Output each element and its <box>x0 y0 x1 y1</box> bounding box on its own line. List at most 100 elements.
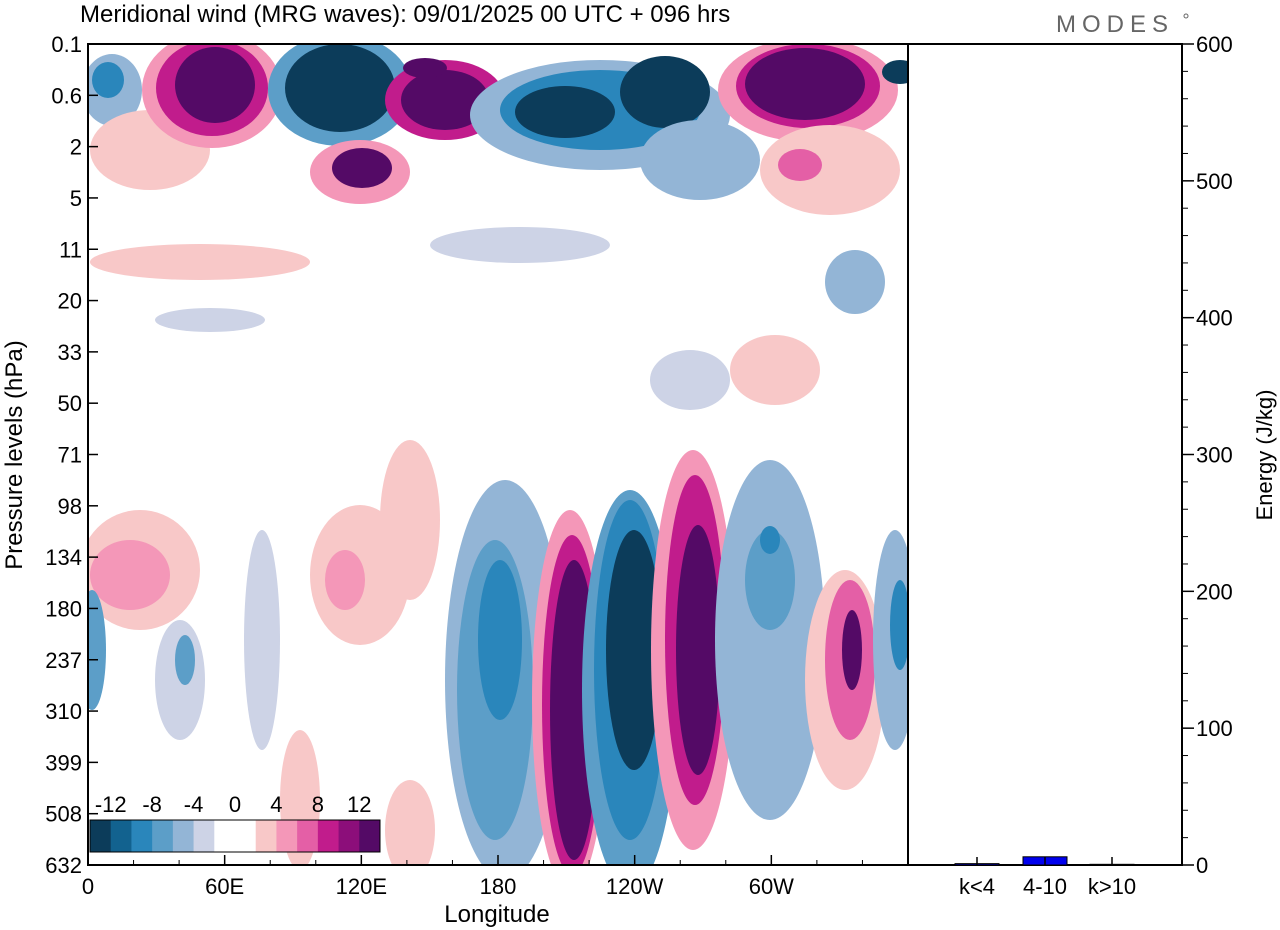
y-tick-label: 11 <box>59 237 82 262</box>
energy-tick-label: 100 <box>1196 716 1233 741</box>
y-tick-label: 0.6 <box>51 83 82 108</box>
contour-blue-band-5-core <box>745 530 795 630</box>
y-tick-label: 5 <box>70 186 82 211</box>
x-axis-label: Longitude <box>444 901 549 928</box>
contour-pink-lower-130e <box>380 440 440 600</box>
colorbar-label: 8 <box>312 792 324 817</box>
contour-blue-upper-4-core <box>515 86 615 138</box>
colorbar-swatch <box>297 820 319 852</box>
y-tick-label: 71 <box>58 443 82 468</box>
x-tick-label: 180 <box>480 874 517 899</box>
y-tick-label: 310 <box>45 699 82 724</box>
colorbar-label: 0 <box>229 792 241 817</box>
contour-magenta-upper-1-core <box>175 47 255 123</box>
colorbar-label: -12 <box>95 792 127 817</box>
contour-upper-left-blue-core <box>92 62 124 98</box>
colorbar-swatch <box>255 820 277 852</box>
contour-blue-20hpa-right <box>825 250 885 314</box>
colorbar-swatch <box>235 820 257 852</box>
colorbar-swatch <box>193 820 215 852</box>
y-tick-label: 399 <box>45 750 82 775</box>
lower-levels-contours <box>88 440 908 865</box>
y-tick-label: 50 <box>58 391 82 416</box>
y-tick-label: 20 <box>58 289 82 314</box>
y-tick-label: 508 <box>45 802 82 827</box>
colorbar-swatch <box>359 820 381 852</box>
x-tick-label: 60W <box>749 874 794 899</box>
colorbar-swatch <box>152 820 174 852</box>
energy-tick-label: 200 <box>1196 579 1233 604</box>
y-tick-label: 2 <box>70 135 82 160</box>
y-tick-label: 134 <box>45 545 82 570</box>
y-axis-label: Pressure levels (hPa) <box>1 340 28 569</box>
contour-magenta-upper-small <box>403 58 447 78</box>
contour-pink-11hpa-left <box>90 244 310 280</box>
contour-lavender-lower-70e <box>244 530 280 750</box>
contour-magenta-upper-right-small <box>778 149 822 181</box>
contour-magenta-band-4-core <box>676 525 720 775</box>
y-tick-label: 237 <box>45 648 82 673</box>
contour-blue-upper-4b-core <box>620 56 710 128</box>
colorbar-swatch <box>338 820 360 852</box>
colorbar-swatch <box>214 820 236 852</box>
colorbar-label: 12 <box>347 792 371 817</box>
energy-axis: 0 100 200 300 400 500 600 <box>1182 32 1233 878</box>
upper-levels-contours <box>88 44 908 410</box>
energy-tick-label: 600 <box>1196 32 1233 57</box>
colorbar-swatch <box>90 820 112 852</box>
x-tick-label: 0 <box>82 874 94 899</box>
contour-blue-band-7-core <box>890 580 908 670</box>
bar-chart-frame <box>907 43 1183 866</box>
chart-title: Meridional wind (MRG waves): 09/01/2025 … <box>80 1 730 28</box>
contour-magenta-band-6-core <box>842 610 862 690</box>
colorbar-swatch <box>131 820 153 852</box>
contour-magenta-upper-5-core <box>745 48 865 120</box>
x-tick-label: 120E <box>336 874 387 899</box>
x-tick-label: 60E <box>205 874 244 899</box>
y-tick-label: 98 <box>58 494 82 519</box>
colorbar-swatch <box>172 820 195 852</box>
colorbar-swatch <box>110 820 132 852</box>
colorbar-label: -8 <box>142 792 162 817</box>
contour-lavender-11hpa <box>430 227 610 263</box>
energy-tick-label: 400 <box>1196 306 1233 331</box>
bar-category-label: k>10 <box>1088 874 1136 899</box>
energy-bars: k<4 4-10 k>10 <box>954 856 1136 899</box>
contour-blue-band-1-core <box>478 560 522 720</box>
colorbar-frame <box>89 819 381 853</box>
colorbar-swatch <box>317 820 340 852</box>
energy-tick-label: 500 <box>1196 169 1233 194</box>
contour-blue-band-5-outer <box>715 460 825 820</box>
energy-tick-label: 300 <box>1196 443 1233 468</box>
contour-blue-band-3-core <box>606 530 662 770</box>
energy-axis-label: Energy (J/kg) <box>1252 390 1277 521</box>
contour-pink-33hpa-right <box>730 335 820 405</box>
bar-category-label: k<4 <box>959 874 995 899</box>
energy-tick-label: 0 <box>1196 853 1208 878</box>
contour-lavender-lower-edge <box>88 590 106 710</box>
contour-pink-lower-135e-bottom <box>385 780 435 865</box>
bar-category-label: 4-10 <box>1023 874 1067 899</box>
contour-blue-lower-60e <box>175 635 195 685</box>
contour-pink-upper-right <box>760 125 900 215</box>
logo-registered-mark <box>1183 13 1189 19</box>
colorbar-legend: -12 -8 -4 0 4 8 12 <box>89 792 381 853</box>
contour-lavender-50hpa-center <box>650 350 730 410</box>
heatmap-plot <box>88 44 908 865</box>
colorbar-label: 4 <box>270 792 282 817</box>
contour-blue-band-5-spot <box>760 526 780 554</box>
y-tick-label: 632 <box>45 853 82 878</box>
pressure-axis: 0.1 0.6 2 5 11 20 33 50 71 98 134 180 237 310 399 508 63… <box>45 32 98 878</box>
x-tick-label: 120W <box>606 874 664 899</box>
colorbar-label: -4 <box>184 792 204 817</box>
colorbar-swatch <box>276 820 298 852</box>
y-tick-label: 0.1 <box>51 32 82 57</box>
contour-magenta-midupper-core <box>332 148 392 188</box>
contour-blue-upper-2-core <box>285 44 395 132</box>
modes-logo: MODES <box>1056 11 1174 38</box>
contour-pink-lower-100e-core <box>325 550 365 610</box>
y-tick-label: 180 <box>45 596 82 621</box>
contour-blue-upper-lightpatch <box>640 120 760 200</box>
contour-pink-lower-left-core <box>90 540 170 610</box>
